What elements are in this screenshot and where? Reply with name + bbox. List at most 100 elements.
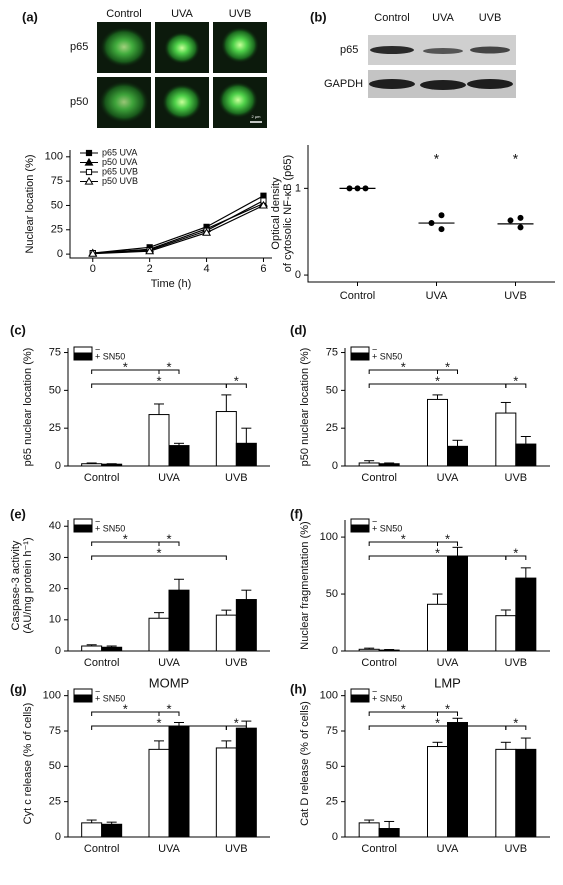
significance-mark: * [234,715,239,730]
legend-label: + SN50 [95,351,125,361]
y-axis-label: (AU/mg protein h⁻¹) [22,537,34,633]
legend-swatch [350,353,370,361]
panel-label: (c) [10,322,26,337]
significance-bracket [505,725,527,730]
x-tick-label: UVA [437,472,459,484]
x-tick-label: UVB [225,472,248,484]
data-point [517,224,524,231]
bar [495,412,517,467]
y-tick-label: 0 [332,645,338,657]
legend-swatch [350,518,370,526]
bar [427,746,448,838]
y-tick-label: 0 [55,645,61,657]
legend-swatch [73,525,93,533]
legend-swatch [350,525,370,533]
x-tick-label: UVA [158,843,180,855]
x-tick-label: Control [84,472,119,484]
legend-label: p50 UVA [102,157,137,167]
x-tick-label: UVA [158,657,180,669]
y-axis-label: Nuclear fragmentation (%) [299,521,311,649]
y-tick-label: 10 [49,614,61,626]
significance-mark: * [123,531,128,546]
y-tick-label: 100 [45,151,63,163]
bar [378,828,400,838]
legend-label: + SN50 [372,523,402,533]
significance-bracket [505,555,527,560]
significance-mark: * [434,151,440,167]
legend-label: p65 UVA [102,147,137,157]
y-tick-label: 75 [49,346,61,358]
marker [84,157,94,166]
significance-mark: * [513,151,519,167]
significance-mark: * [166,531,171,546]
significance-bracket [437,369,458,374]
panel-label: (b) [310,9,327,24]
significance-mark: * [445,359,450,374]
panel-label: (f) [290,506,303,521]
significance-bracket [158,711,180,716]
y-tick-label: 1 [295,182,301,194]
legend-label: − [95,516,100,526]
row-label: GAPDH [324,78,363,90]
y-tick-label: 0 [295,269,301,281]
significance-mark: * [166,359,171,374]
data-point [438,226,445,233]
legend-swatch [350,688,370,696]
significance-mark: * [513,715,518,730]
chart-title: MOMP [149,675,189,690]
bar [235,599,257,652]
bar [427,398,448,467]
x-tick-label: 0 [90,263,96,275]
bar [215,614,237,652]
marker [145,246,155,255]
legend-label: − [95,686,100,696]
bar [358,462,380,467]
bar [378,463,400,467]
bar [358,648,380,652]
bar [235,442,257,467]
y-tick-label: 25 [326,422,338,434]
significance-bracket [437,541,458,546]
bar [358,822,380,838]
scale-bar-label: 2 μm [252,114,262,119]
chart-title: LMP [434,675,461,690]
row-label: p65 [70,41,88,53]
column-label: UVA [432,12,454,24]
y-tick-label: 25 [326,796,338,808]
y-tick-label: 0 [332,460,338,472]
marker [85,149,93,157]
x-tick-label: 6 [260,263,266,275]
marker [88,249,98,257]
series-line [92,204,264,255]
significance-mark: * [234,373,239,388]
marker [258,200,268,209]
significance-mark: * [513,545,518,560]
significance-mark: * [156,715,161,730]
column-label: UVB [229,8,252,20]
x-tick-label: Control [84,657,119,669]
data-point [507,217,514,224]
data-point [517,214,524,221]
legend-swatch [350,346,370,354]
bar [215,747,237,838]
bar [168,589,190,652]
significance-bracket [158,541,180,546]
significance-bracket [91,555,227,560]
bar [515,748,537,838]
legend-swatch [73,695,93,703]
x-tick-label: UVA [437,843,459,855]
legend-label: + SN50 [95,693,125,703]
legend-swatch [350,695,370,703]
marker [85,168,93,176]
x-tick-label: 2 [147,263,153,275]
bar [101,463,123,467]
significance-mark: * [156,373,161,388]
x-tick-label: UVA [426,290,448,302]
y-tick-label: 75 [326,725,338,737]
y-tick-label: 100 [320,690,338,702]
y-tick-label: 75 [51,175,63,187]
y-tick-label: 100 [43,690,61,702]
column-label: UVA [171,8,193,20]
legend-label: + SN50 [372,693,402,703]
bar [101,823,123,838]
